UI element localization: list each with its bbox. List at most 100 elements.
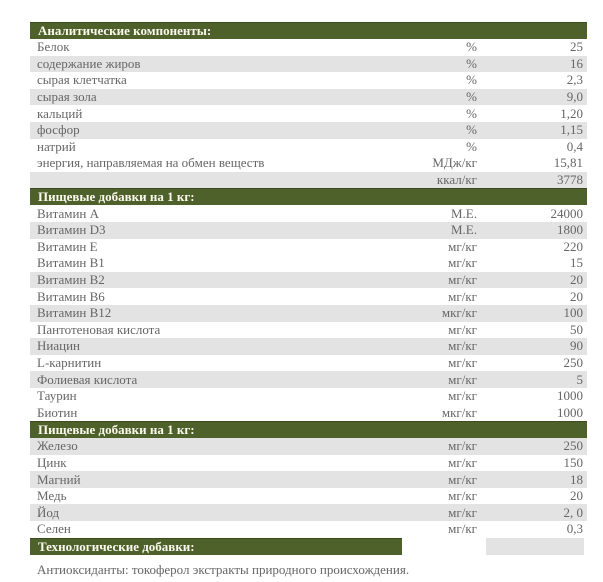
row-value: 1,20 (560, 105, 583, 121)
row-unit: мг/кг (448, 321, 477, 337)
table-row: L-карнитин мг/кг 250 (30, 354, 587, 372)
row-value: 1,15 (560, 122, 583, 138)
row-label: Таурин (37, 388, 77, 404)
table-row: Фолиевая кислота мг/кг 5 (30, 371, 587, 388)
row-unit: мкг/кг (441, 305, 477, 321)
row-label: Йод (37, 504, 60, 520)
row-label: содержание жиров (37, 55, 141, 71)
row-value: 1800 (557, 222, 583, 238)
row-value: 15 (570, 255, 583, 271)
row-unit: мг/кг (448, 471, 477, 487)
row-unit: мг/кг (448, 238, 477, 254)
row-value: 24000 (550, 205, 584, 221)
row-value: 2,3 (566, 72, 583, 88)
table-row: Медь мг/кг 20 (30, 487, 587, 505)
row-value: 9,0 (566, 89, 583, 105)
table-row: Цинк мг/кг 150 (30, 454, 587, 472)
table-row: Витамин E мг/кг 220 (30, 238, 587, 256)
tech-spacer (402, 538, 486, 555)
row-unit: мг/кг (448, 488, 477, 504)
section-header: Аналитические компоненты: (30, 22, 587, 39)
row-label: Витамин E (37, 238, 98, 254)
row-unit: % (466, 105, 477, 121)
row-value: 90 (570, 338, 583, 354)
table-row: Йод мг/кг 2, 0 (30, 504, 587, 522)
row-value: 15,81 (553, 155, 583, 171)
row-value: 2, 0 (563, 504, 584, 520)
row-unit: мг/кг (448, 288, 477, 304)
row-unit: % (466, 39, 477, 55)
row-unit: М.Е. (451, 205, 477, 221)
row-label: Белок (37, 39, 70, 55)
row-unit: М.Е. (451, 222, 477, 238)
table-row: Магний мг/кг 18 (30, 471, 587, 488)
table-row: энергия, направляемая на обмен веществ МД… (30, 155, 587, 172)
row-label: L-карнитин (37, 354, 102, 370)
row-label: натрий (37, 138, 76, 154)
table-row: Селен мг/кг 0,3 (30, 521, 587, 538)
table-row: натрий% 0,4 (30, 138, 587, 156)
row-unit: мг/кг (448, 371, 477, 387)
row-unit: мг/кг (448, 504, 477, 520)
table-row: Витамин B2 мг/кг 20 (30, 271, 587, 289)
row-label: энергия, направляемая на обмен веществ (37, 155, 265, 171)
nutrition-table: Аналитические компоненты: Белок% 25 содержа… (30, 22, 587, 578)
table-row: ккал/кг 3778 (30, 171, 587, 189)
row-label: фосфор (37, 122, 80, 138)
row-unit: мг/кг (448, 255, 477, 271)
row-value: 100 (563, 305, 584, 321)
table-row: Витамин A М.Е. 24000 (30, 205, 587, 222)
row-label: кальций (37, 105, 83, 121)
row-value: 20 (570, 488, 583, 504)
row-label: Витамин B12 (37, 305, 112, 321)
row-value: 150 (563, 454, 584, 470)
row-value: 1000 (557, 388, 583, 404)
table-row: Витамин B6 мг/кг 20 (30, 288, 587, 305)
row-unit: мг/кг (448, 438, 477, 454)
table-row: Таурин мг/кг 1000 (30, 387, 587, 405)
row-unit: % (466, 122, 477, 138)
nutrition-table-body: Аналитические компоненты: Белок% 25 содержа… (30, 22, 587, 538)
row-value: 50 (570, 321, 583, 337)
row-unit: мг/кг (448, 521, 477, 537)
table-row: Белок% 25 (30, 39, 587, 56)
table-row: сырая клетчатка% 2,3 (30, 72, 587, 89)
row-value: 250 (563, 438, 584, 454)
row-value: 20 (570, 288, 583, 304)
row-label: Железо (37, 438, 78, 454)
row-unit: мг/кг (448, 354, 477, 370)
row-label: Витамин B2 (37, 272, 105, 288)
row-value: 0,4 (566, 138, 583, 154)
row-value: 220 (563, 238, 584, 254)
row-value: 0,3 (566, 521, 583, 537)
row-unit: мкг/кг (441, 404, 477, 420)
row-label: Витамин A (37, 205, 100, 221)
row-unit: % (466, 72, 477, 88)
row-label: Селен (37, 521, 71, 537)
row-label: Цинк (37, 454, 67, 470)
row-value: 20 (570, 272, 583, 288)
row-label: Витамин D3 (37, 222, 106, 238)
section-header: Пищевые добавки на 1 кг: (30, 421, 587, 439)
row-unit: мг/кг (448, 388, 477, 404)
table-row: Пантотеновая кислота мг/кг 50 (30, 321, 587, 339)
table-row: Железо мг/кг 250 (30, 438, 587, 455)
row-value: 250 (563, 354, 584, 370)
row-label: сырая зола (37, 89, 97, 105)
row-label: Фолиевая кислота (37, 371, 138, 387)
table-row: Ниацин мг/кг 90 (30, 338, 587, 355)
table-row: фосфор% 1,15 (30, 121, 587, 139)
tech-additives-header: Технологические добавки: (30, 537, 402, 555)
row-value: 1000 (557, 404, 583, 420)
table-row: Витамин D3 М.Е. 1800 (30, 221, 587, 239)
row-label: Ниацин (37, 338, 80, 354)
tech-empty-value-cell (486, 537, 584, 555)
row-unit: МДж/кг (432, 155, 477, 171)
row-value: 25 (570, 39, 583, 55)
table-row: Витамин B12 мкг/кг 100 (30, 304, 587, 322)
row-unit: мг/кг (448, 272, 477, 288)
row-value: 16 (570, 55, 583, 71)
row-label: Пантотеновая кислота (37, 321, 161, 337)
table-row: сырая зола% 9,0 (30, 88, 587, 106)
